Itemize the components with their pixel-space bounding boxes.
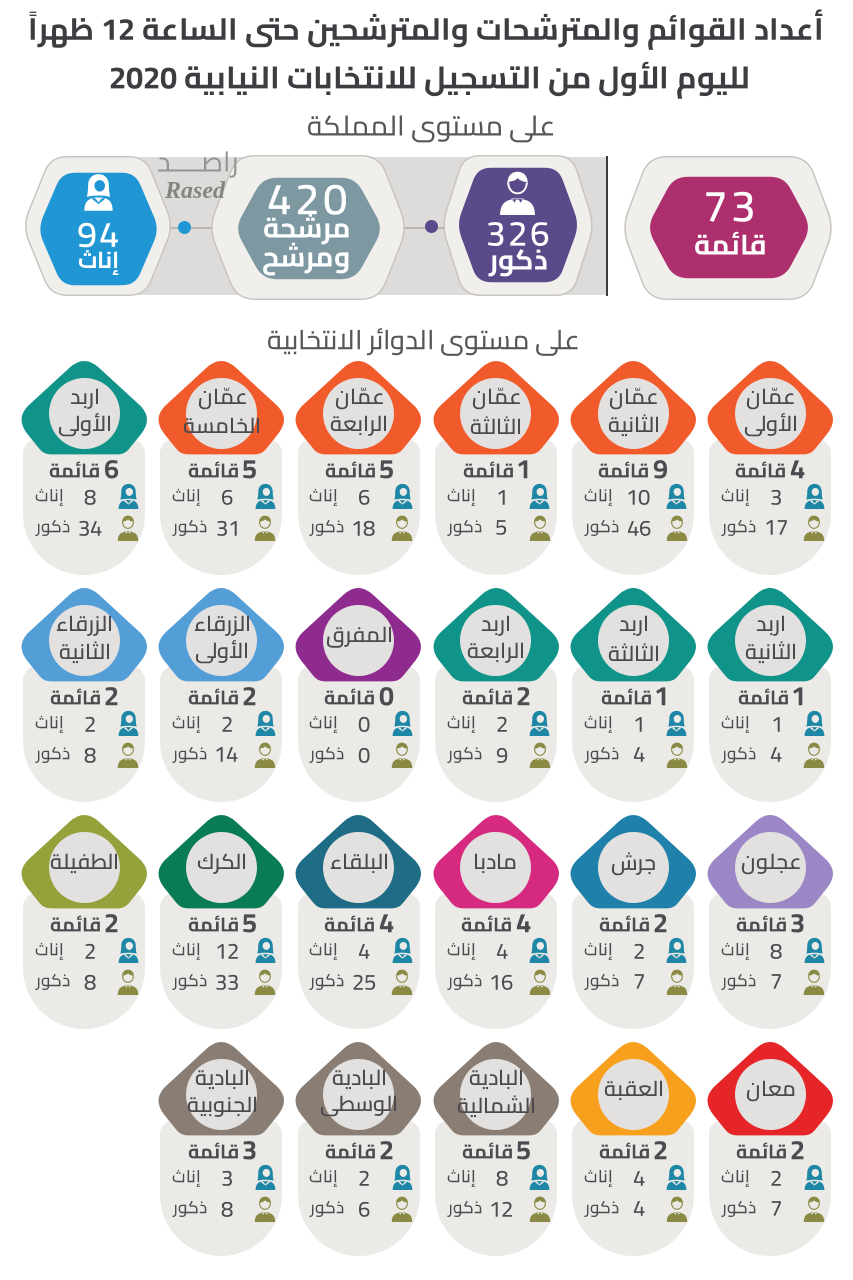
svg-text:Rased: Rased — [164, 180, 226, 202]
